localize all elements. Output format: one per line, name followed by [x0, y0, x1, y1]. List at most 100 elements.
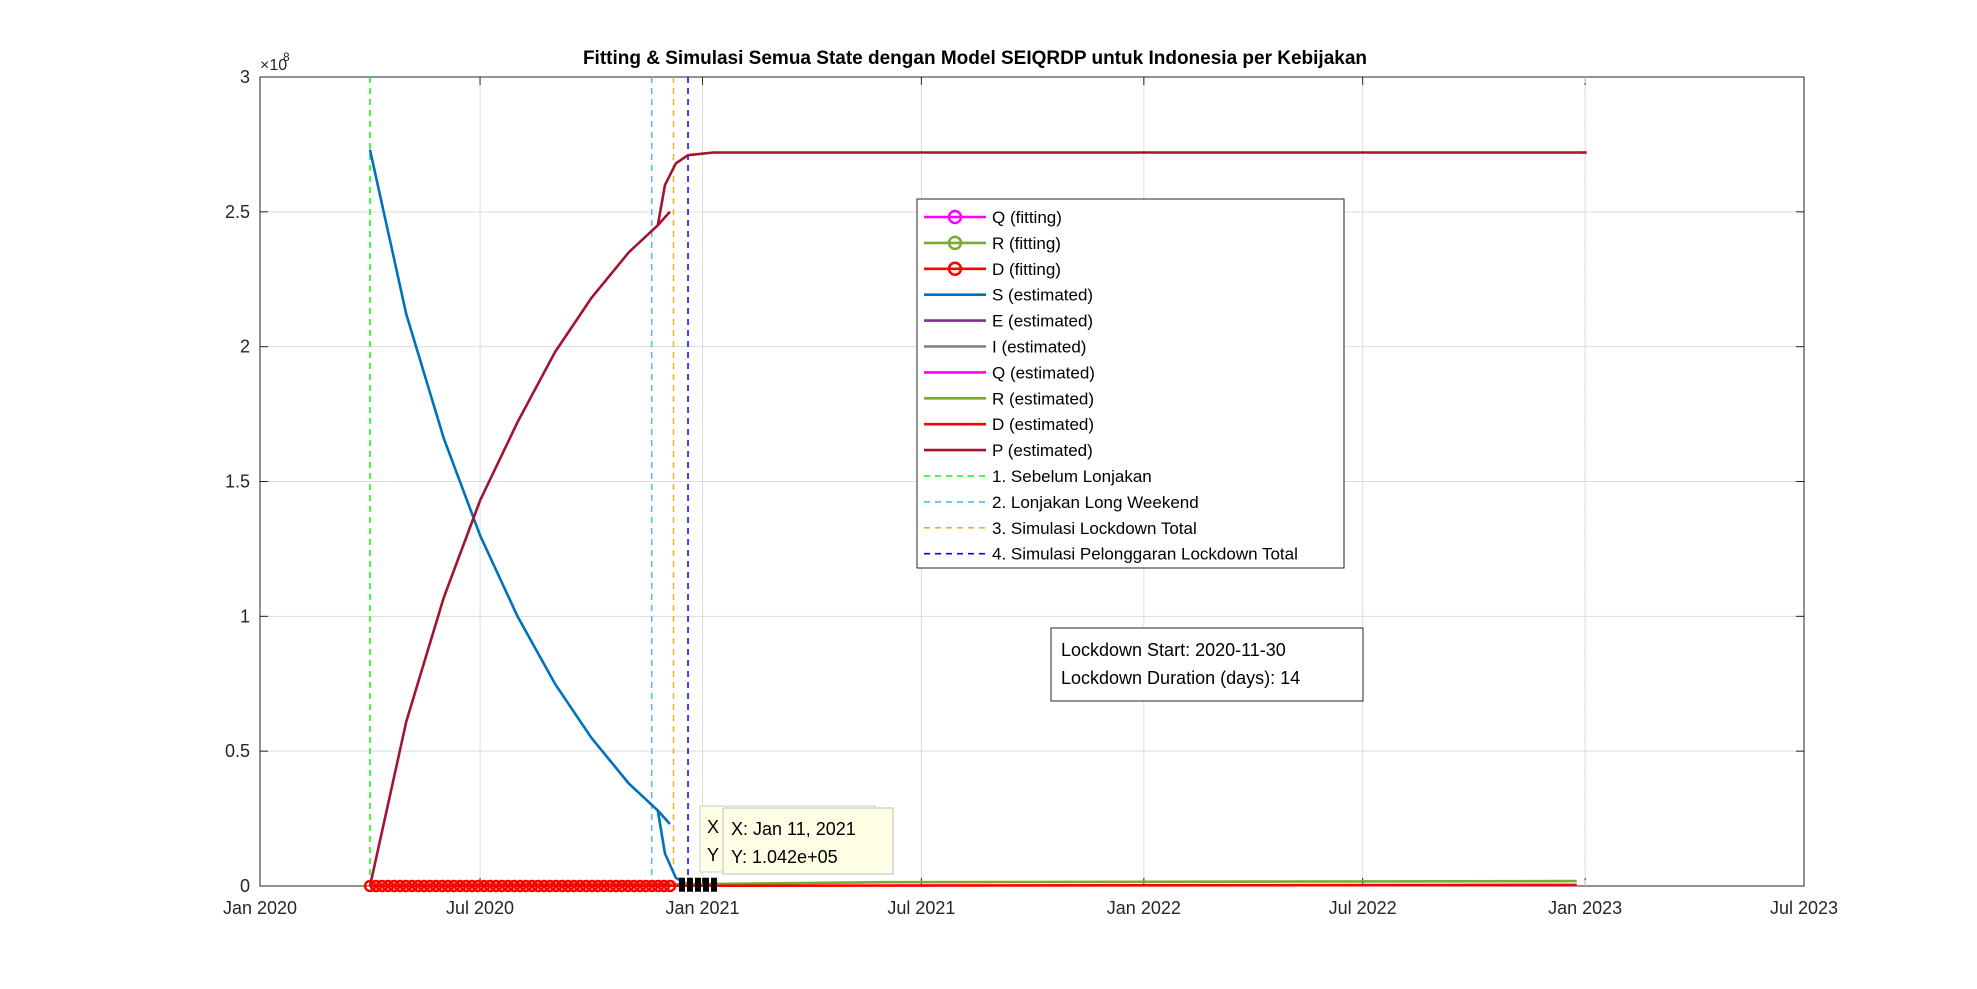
- fitting-marker: [369, 879, 383, 893]
- datatip-marker: [678, 877, 685, 892]
- legend-label: 3. Simulasi Lockdown Total: [992, 519, 1197, 538]
- fitting-marker: [411, 879, 425, 893]
- x-axis: Jan 2020 Jul 2020 Jan 2021 Jul 2021 Jan 2022…: [223, 77, 1838, 918]
- fitting-marker: [513, 879, 527, 893]
- fitting-marker: [609, 879, 623, 893]
- fitting-marker: [591, 879, 605, 893]
- fitting-marker: [663, 879, 677, 893]
- fitting-marker: [519, 879, 533, 893]
- fitting-marker: [483, 879, 497, 893]
- y-tick-label: 2.5: [225, 202, 250, 222]
- legend-item[interactable]: R (estimated): [924, 389, 1094, 408]
- legend-item[interactable]: 4. Simulasi Pelonggaran Lockdown Total: [924, 545, 1298, 564]
- fitting-marker: [381, 879, 395, 893]
- fitting-marker: [441, 879, 455, 893]
- legend-item[interactable]: D (fitting): [924, 260, 1061, 279]
- legend-label: Q (fitting): [992, 208, 1062, 227]
- fitting-marker: [507, 879, 521, 893]
- fitting-marker: [585, 879, 599, 893]
- series-line-P: [656, 151, 1577, 226]
- legend-label: I (estimated): [992, 338, 1086, 357]
- legend-item[interactable]: E (estimated): [924, 312, 1093, 331]
- y-tick-label: 2: [240, 337, 250, 357]
- fitting-marker: [363, 879, 377, 893]
- fitting-marker: [465, 879, 479, 893]
- fitting-marker: [495, 879, 509, 893]
- fitting-marker: [399, 879, 413, 893]
- legend-item[interactable]: D (estimated): [924, 415, 1094, 434]
- annotation-frame: [1050, 627, 1364, 702]
- legend-label: E (estimated): [992, 312, 1093, 331]
- series-line-P: [368, 210, 671, 887]
- chart-title: Fitting & Simulasi Semua State dengan Mo…: [583, 48, 1367, 69]
- fitting-marker: [387, 879, 401, 893]
- legend-label: S (estimated): [992, 286, 1093, 305]
- legend-item[interactable]: Q (estimated): [924, 363, 1095, 382]
- legend-label: R (fitting): [992, 234, 1061, 253]
- legend-item[interactable]: 2. Lonjakan Long Weekend: [924, 493, 1199, 512]
- fitting-marker: [561, 879, 575, 893]
- legend-item[interactable]: Q (fitting): [924, 208, 1062, 227]
- legend-item[interactable]: S (estimated): [924, 286, 1093, 305]
- legend-label: 1. Sebelum Lonjakan: [992, 467, 1152, 486]
- legend: Q (fitting) R (fitting) D (fitting) S (esti…: [916, 198, 1345, 569]
- x-tick-label: Jan 2022: [1107, 898, 1181, 918]
- y-tick-label: 1.5: [225, 472, 250, 492]
- fitting-marker: [405, 879, 419, 893]
- fitting-marker: [597, 879, 611, 893]
- legend-item[interactable]: 3. Simulasi Lockdown Total: [924, 519, 1197, 538]
- annotation-box: Lockdown Start: 2020-11-30 Lockdown Dura…: [1050, 627, 1364, 702]
- fitting-marker: [567, 879, 581, 893]
- datatip-marker: [710, 877, 717, 892]
- fitting-marker: [429, 879, 443, 893]
- fitting-marker: [633, 879, 647, 893]
- legend-label: P (estimated): [992, 441, 1093, 460]
- legend-label: Q (estimated): [992, 363, 1095, 382]
- datatip-back-y: Y: [707, 845, 719, 865]
- legend-marker: [947, 209, 963, 225]
- fitting-marker: [639, 879, 653, 893]
- legend-item[interactable]: R (fitting): [924, 234, 1061, 253]
- datatip-back-x: X: [707, 817, 719, 837]
- datatip-y: Y: 1.042e+05: [731, 847, 838, 867]
- legend-label: R (estimated): [992, 389, 1094, 408]
- y-exponent-base: ×10: [260, 57, 287, 74]
- datatip-marker: [694, 877, 701, 892]
- x-tick-label: Jul 2021: [887, 898, 955, 918]
- annotation-line-2: Lockdown Duration (days): 14: [1061, 668, 1300, 688]
- fitting-marker: [537, 879, 551, 893]
- y-tick-label: 3: [240, 67, 250, 87]
- fitting-marker: [489, 879, 503, 893]
- fitting-marker: [657, 879, 671, 893]
- fitting-marker: [549, 879, 563, 893]
- datatip-x: X: Jan 11, 2021: [731, 819, 856, 839]
- policy-lines: [369, 77, 1586, 886]
- legend-marker: [947, 235, 963, 251]
- fitting-marker: [555, 879, 569, 893]
- x-tick-label: Jan 2021: [665, 898, 739, 918]
- x-tick-label: Jan 2023: [1548, 898, 1622, 918]
- legend-label: 4. Simulasi Pelonggaran Lockdown Total: [992, 545, 1298, 564]
- fitting-marker: [501, 879, 515, 893]
- datatip-box: [722, 807, 894, 875]
- y-tick-label: 0.5: [225, 741, 250, 761]
- fitting-marker: [477, 879, 491, 893]
- y-tick-label: 1: [240, 606, 250, 626]
- fitting-marker: [645, 879, 659, 893]
- legend-marker: [947, 261, 963, 277]
- fitting-marker: [423, 879, 437, 893]
- legend-item[interactable]: P (estimated): [924, 441, 1093, 460]
- fitting-marker: [573, 879, 587, 893]
- fitting-marker: [375, 879, 389, 893]
- legend-item[interactable]: I (estimated): [924, 338, 1086, 357]
- datatip[interactable]: X: Jan 11, 2021 Y: 1.042e+05: [722, 807, 894, 875]
- series-lines: [368, 149, 1590, 888]
- fitting-marker: [627, 879, 641, 893]
- x-tick-label: Jan 2020: [223, 898, 297, 918]
- y-axis: 0 0.5 1 1.5 2 2.5 3: [225, 67, 1804, 896]
- x-tick-label: Jul 2022: [1329, 898, 1397, 918]
- fitting-marker: [543, 879, 557, 893]
- legend-item[interactable]: 1. Sebelum Lonjakan: [924, 467, 1152, 486]
- datatip-marker: [686, 877, 693, 892]
